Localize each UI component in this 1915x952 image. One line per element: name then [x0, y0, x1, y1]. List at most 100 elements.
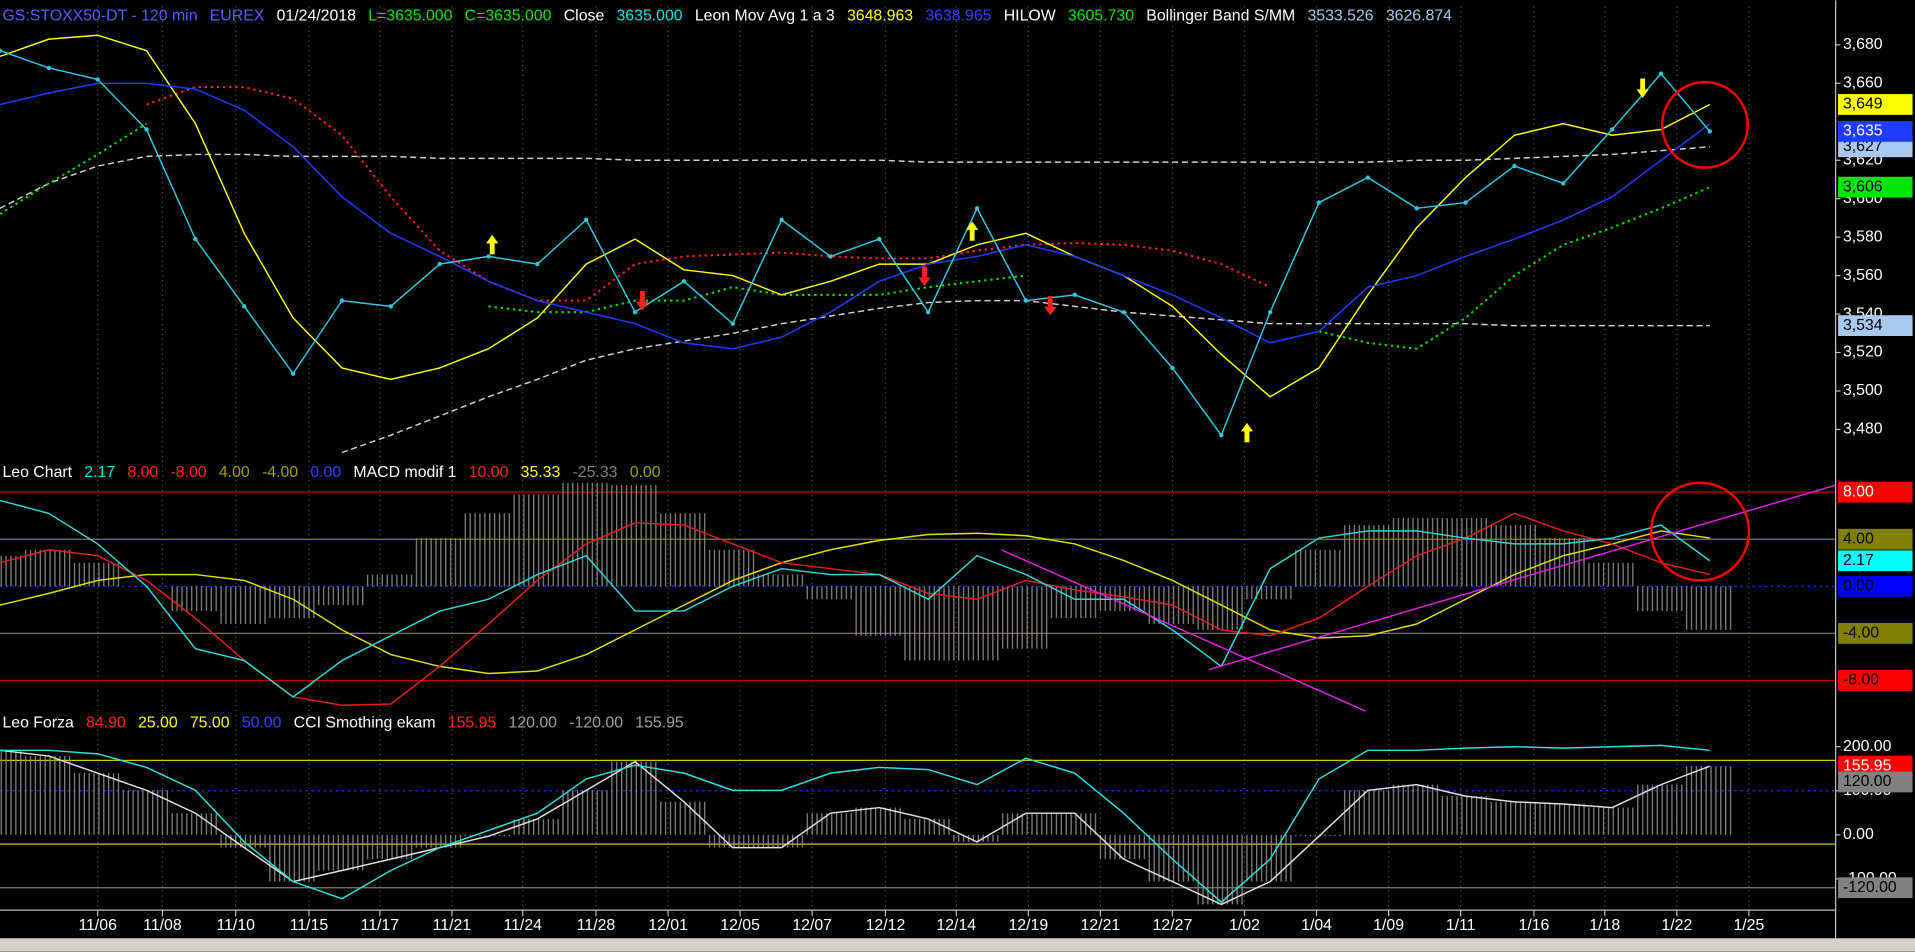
histogram-bar	[561, 790, 611, 835]
price-point	[0, 48, 3, 53]
price-point	[437, 261, 442, 267]
y-tick-label: 3,680	[1843, 36, 1883, 53]
x-tick-label: 11/08	[143, 917, 182, 934]
price-point	[1463, 200, 1468, 205]
x-tick-label: 11/10	[216, 917, 255, 934]
legend-item: 50.00	[242, 715, 282, 732]
price-point	[95, 77, 100, 82]
histogram-bar	[1636, 586, 1686, 612]
price-badge-label: 3,635	[1843, 123, 1883, 140]
series-line	[0, 49, 1711, 437]
histogram-bar	[1001, 813, 1051, 835]
histogram-bar	[1587, 562, 1637, 587]
price-badge	[1838, 176, 1913, 198]
price-badge-label: 4.00	[1843, 530, 1874, 547]
legend-item: 0.00	[630, 464, 661, 481]
histogram-bar	[1489, 525, 1539, 587]
legend-item: EUREX	[210, 7, 265, 24]
histogram-bar	[1685, 586, 1735, 630]
price-badge	[1838, 528, 1913, 550]
histogram-bar	[1099, 834, 1149, 860]
histogram-bar	[1685, 766, 1735, 835]
histogram-bar	[0, 750, 25, 835]
price-badge	[1838, 481, 1913, 503]
legend-item: Close	[564, 7, 605, 24]
legend-item: 8.00	[127, 464, 158, 481]
price-point	[193, 236, 198, 242]
price-badge-label: 8.00	[1843, 483, 1874, 500]
x-tick-label: 1/22	[1661, 917, 1692, 934]
series-line	[0, 744, 1710, 904]
histogram-bar	[317, 586, 367, 606]
histogram-bar	[73, 773, 123, 835]
histogram-bar	[1001, 586, 1051, 649]
price-point	[632, 309, 638, 315]
x-tick-label: 1/11	[1446, 917, 1476, 934]
legend-item: 155.95	[635, 715, 684, 732]
legend-item: 3605.730	[1068, 7, 1134, 24]
series-line	[0, 499, 1711, 698]
price-badge-label: 155.95	[1843, 757, 1892, 774]
price-point	[1561, 181, 1566, 186]
legend-item: 25.00	[138, 715, 178, 732]
plot-layer: 3,4803,5003,5203,5403,5603,5803,6003,620…	[0, 6, 1913, 934]
y-tick-label: 0.00	[1843, 826, 1874, 843]
price-badge-label: 120.00	[1843, 773, 1892, 790]
x-tick-label: 1/02	[1229, 917, 1260, 934]
x-tick-label: 1/16	[1519, 917, 1550, 934]
x-tick-label: 11/24	[503, 917, 542, 934]
price-point	[1316, 200, 1322, 205]
panel	[0, 482, 1836, 706]
legend-item: -4.00	[262, 464, 298, 481]
legend-item: 75.00	[190, 715, 230, 732]
price-point	[1219, 433, 1224, 438]
x-tick-label: 1/25	[1733, 917, 1764, 934]
histogram-bar	[1050, 813, 1100, 835]
price-point	[828, 254, 833, 259]
series-line	[0, 122, 1711, 350]
legend-item: Leo Chart	[2, 464, 72, 481]
price-point	[1170, 365, 1175, 371]
histogram-bar	[1196, 586, 1246, 630]
price-badge	[1838, 623, 1913, 644]
histogram-bar	[122, 790, 171, 835]
histogram-bar	[757, 574, 807, 587]
legend-item: 84.90	[86, 715, 126, 732]
x-tick-label: 11/28	[577, 917, 616, 934]
grid-layer	[97, 6, 1750, 911]
price-badge	[1838, 670, 1913, 691]
price-point	[242, 304, 247, 309]
histogram-bar	[1294, 549, 1344, 587]
histogram-bar	[903, 818, 953, 835]
x-tick-label: 12/05	[720, 917, 760, 934]
price-badge-label: -120.00	[1843, 879, 1897, 896]
status-bar	[0, 938, 1915, 952]
histogram-bar	[903, 586, 953, 661]
price-point	[144, 127, 149, 132]
legend-item: 3648.963	[847, 7, 913, 24]
histogram-bar	[415, 538, 465, 587]
price-point	[1609, 127, 1615, 132]
x-tick-label: 12/14	[936, 917, 976, 934]
y-tick-label: 3,500	[1843, 382, 1883, 399]
price-badge-label: 3,627	[1843, 138, 1883, 155]
x-tick-label: 12/27	[1153, 917, 1193, 934]
panel	[0, 34, 1713, 454]
y-tick-label: 3,480	[1843, 421, 1883, 438]
histogram-bar	[512, 494, 562, 587]
y-tick-label: 3,520	[1843, 344, 1883, 361]
price-point	[1023, 298, 1029, 303]
panel	[0, 744, 1836, 906]
histogram-bar	[366, 574, 416, 587]
histogram-bar	[73, 562, 123, 587]
legend-item: C=3635.000	[465, 7, 552, 24]
x-tick-label: 11/06	[78, 917, 117, 934]
legend-item: 3626.874	[1386, 7, 1452, 24]
histogram-bar	[610, 485, 660, 587]
price-badge	[1838, 575, 1913, 597]
histogram-bar	[317, 834, 367, 871]
legend-item: 01/24/2018	[277, 7, 357, 24]
